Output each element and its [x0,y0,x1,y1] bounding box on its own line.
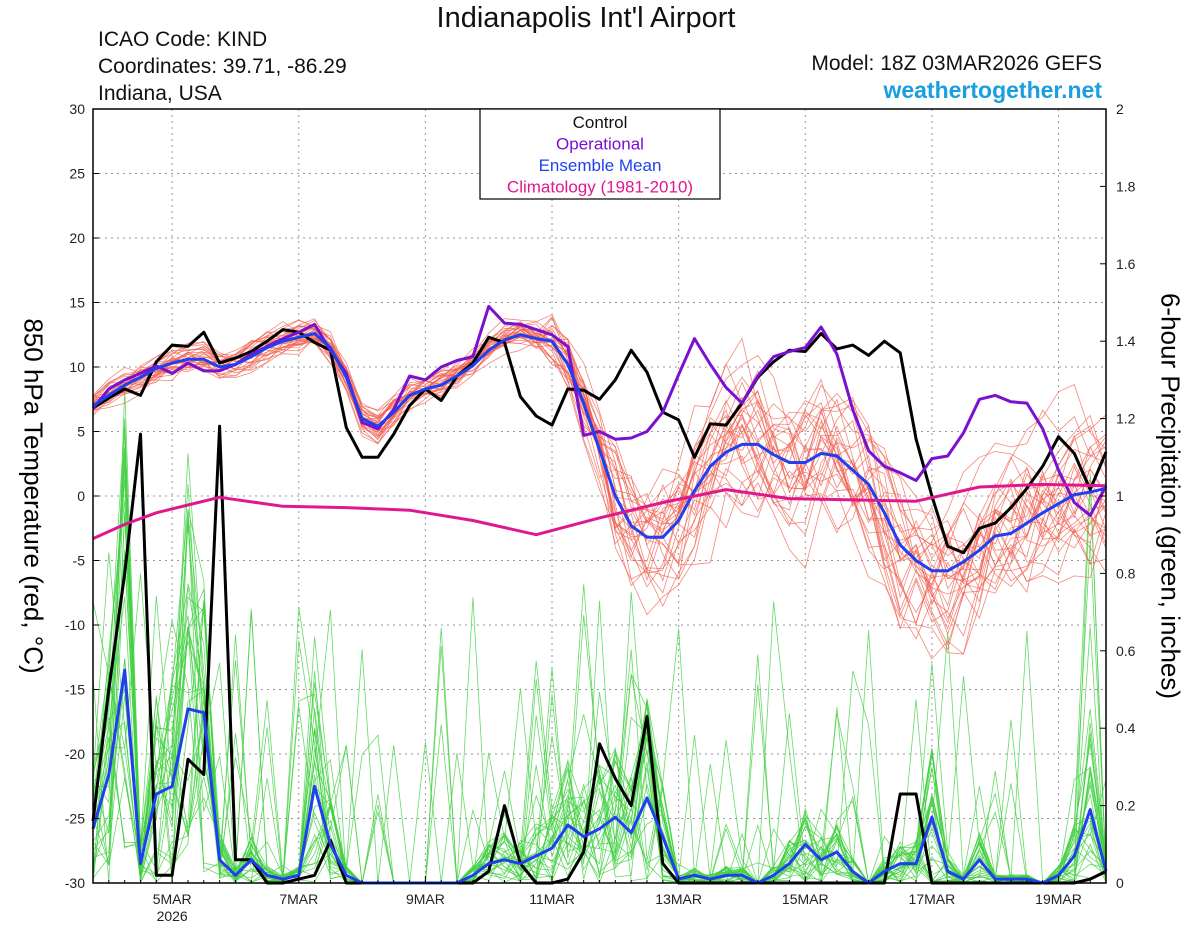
ensemble-mean-precip-line [91,668,1108,885]
gridlines [93,109,1106,883]
page-title: Indianapolis Int'l Airport [436,2,736,34]
y2-tick-label: 1.4 [1116,333,1136,349]
precip-member-line [92,601,1107,884]
icao-code: ICAO Code: KIND [98,28,268,51]
y-tick-label: 0 [77,488,85,504]
y2-tick-label: 0 [1116,875,1124,891]
temp-member-line [92,325,1107,625]
y-tick-label: -25 [65,811,85,827]
region: Indiana, USA [98,82,222,105]
x-tick-label: 13MAR [655,891,702,907]
x-tick-label: 9MAR [406,891,445,907]
x-tick-label: 15MAR [782,891,829,907]
temp-member-line [92,326,1107,635]
y2-tick-label: 2 [1116,101,1124,117]
y-tick-label: 10 [69,359,85,375]
y2-tick-label: 0.2 [1116,798,1136,814]
precip-member-line [92,418,1107,884]
x-tick-label: 11MAR [529,891,575,907]
x-tick-label: 5MAR [153,891,192,907]
y2-tick-label: 1.6 [1116,256,1136,272]
temp-member-line [92,319,1107,590]
legend-entry-control: Control [573,113,628,132]
y2-tick-label: 1.2 [1116,411,1136,427]
y-tick-label: 20 [69,230,85,246]
y-tick-label: 15 [69,295,85,311]
ensemble-mean-temp-line [92,332,1107,573]
precip-member-line [92,388,1107,884]
y-tick-label: -15 [65,682,85,698]
y-tick-label: -20 [65,746,85,762]
model-run: Model: 18Z 03MAR2026 GEFS [811,52,1102,75]
control-temp-line [92,328,1108,555]
precip-member-line [92,699,1107,885]
temp-member-line [92,324,1107,584]
precip-member-line [92,480,1107,884]
y2-tick-label: 0.6 [1116,643,1136,659]
main-series [91,304,1108,885]
legend-entry-climatology-1981-2010: Climatology (1981-2010) [507,178,693,197]
y-tick-label: 25 [69,166,85,182]
legend: Control Operational Ensemble Mean Climatolo… [479,108,721,200]
y2-tick-label: 0.4 [1116,720,1136,736]
x-tick-label: 19MAR [1035,891,1082,907]
climatology-1981-2010-temp-line [92,482,1107,540]
temp-member-line [92,330,1107,646]
coordinates: Coordinates: 39.71, -86.29 [98,55,347,78]
precip-member-line [92,549,1107,884]
y-tick-label: -30 [65,875,85,891]
y-tick-label: 5 [77,424,85,440]
legend-entry-ensemble-mean: Ensemble Mean [539,156,662,175]
precip-member-line [92,446,1107,884]
x-tick-sublabel: 2026 [157,908,188,924]
precip-member-line [92,453,1107,884]
y-tick-label: -5 [73,553,86,569]
temp-member-line [92,324,1107,570]
x-tick-label: 7MAR [279,891,318,907]
legend-box [479,108,721,200]
precip-members [92,388,1107,885]
legend-entry-operational: Operational [556,135,644,154]
site-link[interactable]: weathertogether.net [883,77,1102,103]
y-tick-label: -10 [65,617,85,633]
y2-tick-label: 1 [1116,488,1124,504]
y2-tick-label: 0.8 [1116,565,1136,581]
axes: -30 -25 -20 -15 -10 -5 0 5 10 15 20 25 30 0 0.2 0.4 0.6 0… [65,101,1136,924]
y2-tick-label: 1.8 [1116,178,1136,194]
y-tick-label: 30 [69,101,85,117]
x-tick-label: 17MAR [909,891,956,907]
temp-member-line [92,336,1107,571]
temp-member-line [92,336,1107,599]
